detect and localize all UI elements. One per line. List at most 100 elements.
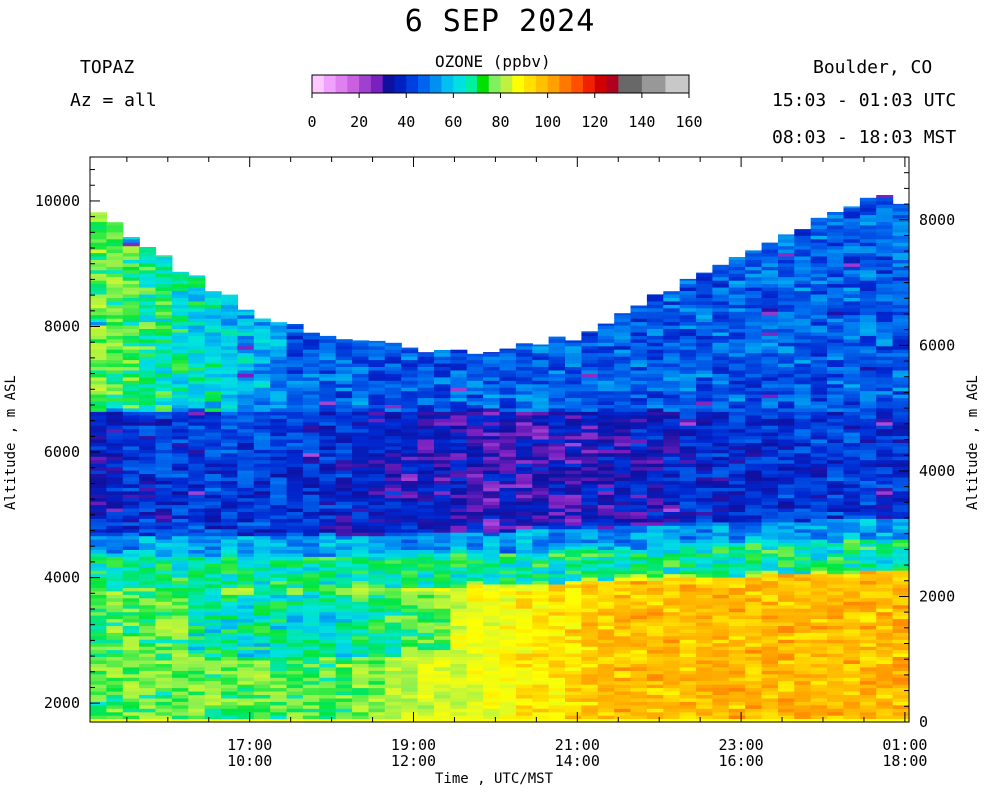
heatmap-cell — [663, 701, 681, 706]
heatmap-cell — [450, 480, 468, 485]
heatmap-cell — [466, 421, 484, 426]
heatmap-cell — [90, 580, 107, 585]
heatmap-cell — [171, 449, 189, 454]
heatmap-cell — [270, 487, 288, 492]
heatmap-cell — [745, 435, 763, 440]
heatmap-cell — [188, 452, 206, 457]
heatmap-cell — [253, 373, 271, 378]
heatmap-cell — [728, 369, 746, 374]
heatmap-cell — [614, 639, 632, 644]
heatmap-cell — [122, 621, 140, 626]
heatmap-cell — [630, 342, 648, 347]
heatmap-cell — [106, 307, 124, 312]
heatmap-cell — [286, 621, 304, 626]
heatmap-cell — [696, 428, 714, 433]
heatmap-cell — [565, 704, 582, 709]
heatmap-cell — [434, 438, 451, 443]
heatmap-cell — [302, 349, 320, 354]
heatmap-cell — [106, 428, 124, 433]
heatmap-cell — [302, 504, 320, 509]
heatmap-cell — [450, 418, 468, 423]
heatmap-cell — [712, 701, 730, 706]
heatmap-cell — [466, 563, 484, 568]
heatmap-cell — [204, 494, 222, 499]
heatmap-cell — [221, 376, 238, 381]
heatmap-cell — [221, 684, 238, 689]
heatmap-cell — [532, 639, 550, 644]
heatmap-cell — [139, 324, 157, 329]
heatmap-cell — [155, 311, 173, 316]
heatmap-cell — [614, 414, 632, 419]
heatmap-cell — [335, 497, 353, 502]
heatmap-cell — [122, 687, 140, 692]
heatmap-cell — [745, 597, 763, 602]
heatmap-cell — [384, 549, 402, 554]
heatmap-cell — [614, 342, 632, 347]
heatmap-cell — [614, 684, 632, 689]
heatmap-cell — [712, 628, 730, 633]
heatmap-cell — [663, 525, 681, 530]
heatmap-cell — [499, 397, 517, 402]
heatmap-cell — [352, 535, 370, 540]
heatmap-cell — [139, 677, 157, 682]
heatmap-cell — [548, 411, 566, 416]
colorbar-tick-label: 40 — [397, 113, 415, 131]
heatmap-cell — [221, 321, 238, 326]
heatmap-cell — [434, 425, 451, 430]
heatmap-cell — [253, 594, 271, 599]
heatmap-cell — [139, 635, 157, 640]
heatmap-cell — [335, 549, 353, 554]
heatmap-cell — [499, 615, 517, 620]
heatmap-cell — [728, 459, 746, 464]
heatmap-cell — [270, 497, 288, 502]
heatmap-cell — [270, 342, 288, 347]
heatmap-cell — [139, 276, 157, 281]
heatmap-cell — [646, 397, 664, 402]
heatmap-cell — [401, 528, 419, 533]
heatmap-cell — [139, 483, 157, 488]
heatmap-cell — [417, 469, 435, 474]
heatmap-cell — [188, 501, 206, 506]
heatmap-cell — [565, 428, 582, 433]
heatmap-cell — [548, 594, 566, 599]
heatmap-cell — [417, 628, 435, 633]
heatmap-cell — [745, 352, 763, 357]
heatmap-cell — [630, 466, 648, 471]
heatmap-cell — [106, 400, 124, 405]
heatmap-cell — [335, 463, 353, 468]
heatmap-cell — [253, 380, 271, 385]
heatmap-cell — [122, 438, 140, 443]
heatmap-cell — [614, 373, 632, 378]
heatmap-cell — [368, 342, 386, 347]
heatmap-cell — [646, 704, 664, 709]
heatmap-cell — [728, 583, 746, 588]
heatmap-cell — [122, 366, 140, 371]
heatmap-cell — [270, 659, 288, 664]
heatmap-cell — [221, 345, 238, 350]
heatmap-cell — [450, 514, 468, 519]
heatmap-cell — [450, 552, 468, 557]
heatmap-cell — [106, 366, 124, 371]
heatmap-cell — [696, 342, 714, 347]
heatmap-cell — [466, 400, 484, 405]
heatmap-cell — [712, 514, 730, 519]
heatmap-cell — [483, 594, 501, 599]
heatmap-cell — [171, 590, 189, 595]
heatmap-cell — [253, 652, 271, 657]
heatmap-cell — [630, 559, 648, 564]
heatmap-cell — [663, 314, 681, 319]
heatmap-cell — [565, 597, 582, 602]
heatmap-cell — [286, 559, 304, 564]
heatmap-cell — [663, 394, 681, 399]
heatmap-cell — [237, 397, 255, 402]
heatmap-cell — [90, 373, 107, 378]
heatmap-cell — [646, 563, 664, 568]
heatmap-cell — [548, 418, 566, 423]
heatmap-cell — [483, 601, 501, 606]
heatmap-cell — [204, 483, 222, 488]
heatmap-cell — [532, 476, 550, 481]
heatmap-cell — [368, 677, 386, 682]
heatmap-cell — [368, 442, 386, 447]
heatmap-cell — [548, 342, 566, 347]
heatmap-cell — [204, 445, 222, 450]
